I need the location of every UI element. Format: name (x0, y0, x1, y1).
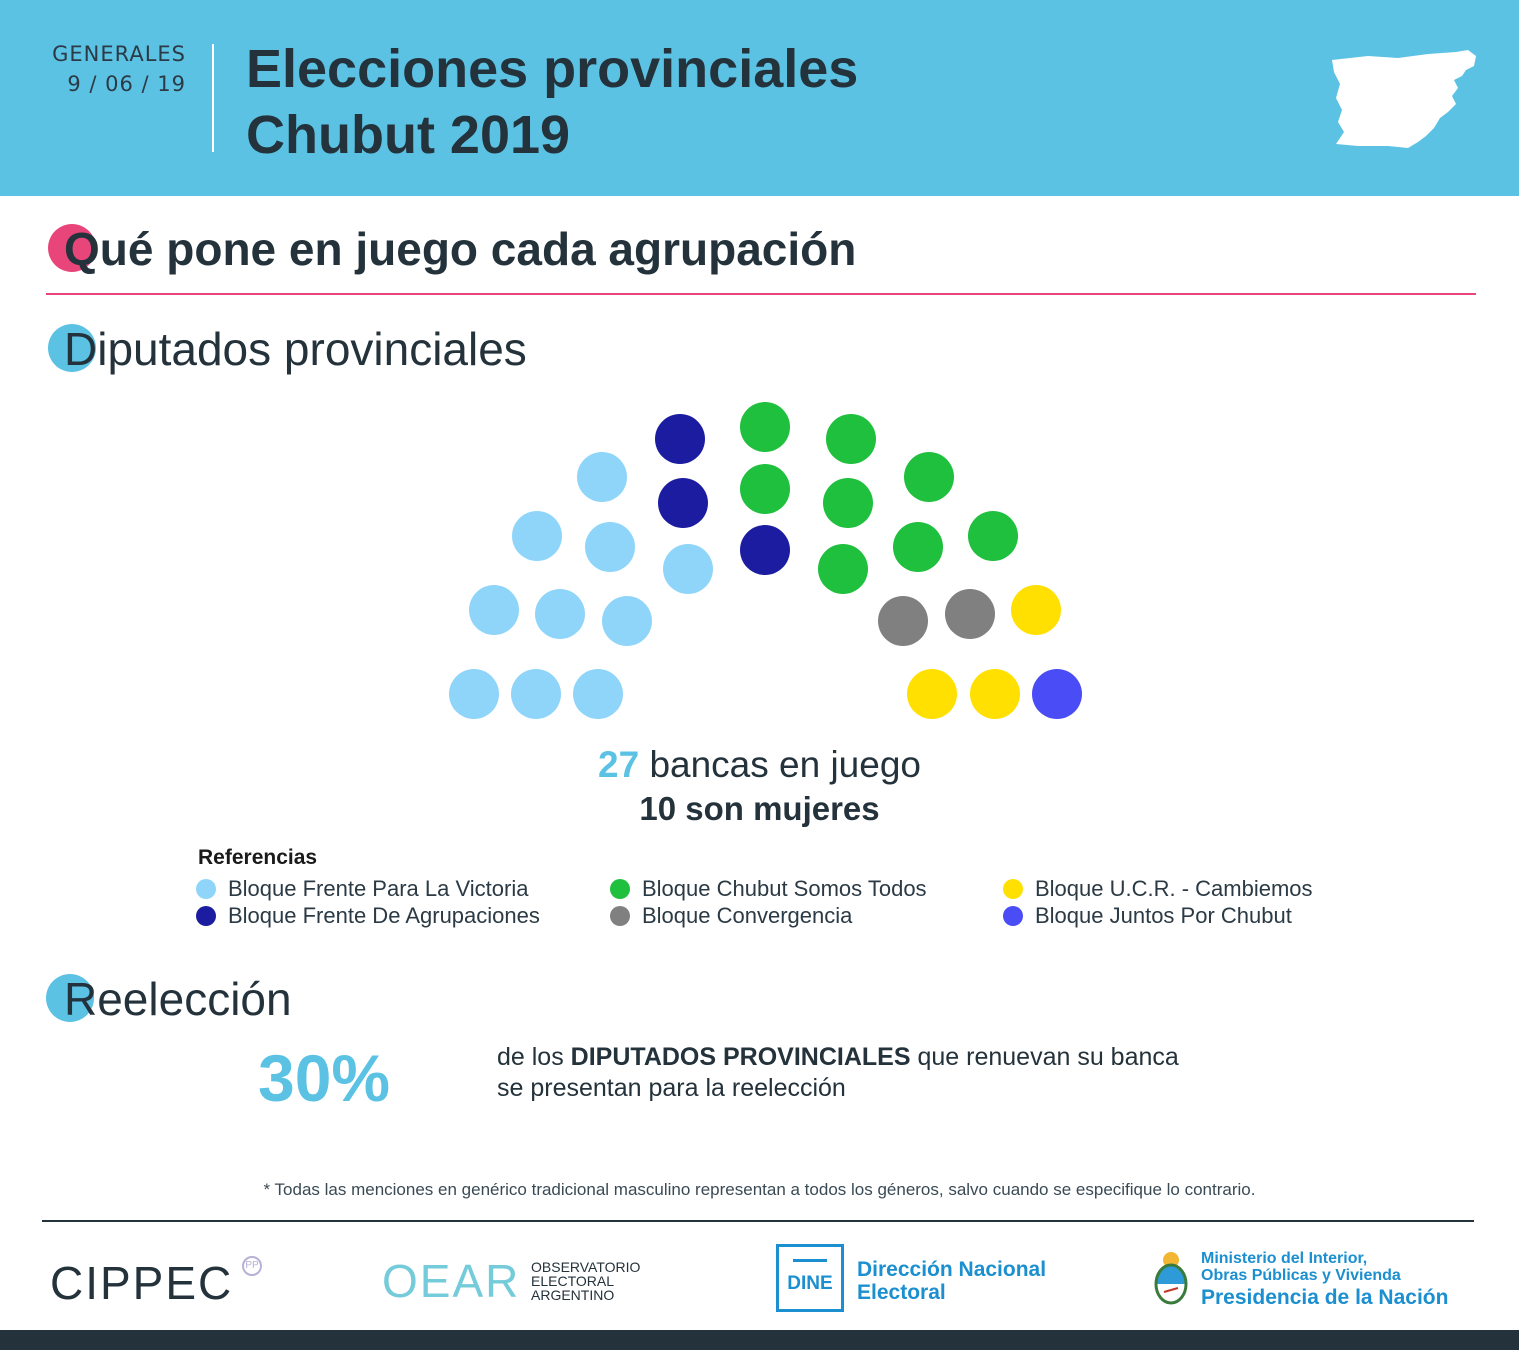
seat-fpv (573, 669, 623, 719)
seat-fpv (585, 522, 635, 572)
legend-item: Bloque Frente Para La Victoria (196, 876, 528, 902)
page-title: Elecciones provinciales (246, 39, 859, 99)
national-shield-icon (1154, 1252, 1188, 1305)
seat-cst (823, 478, 873, 528)
election-date: 9 / 06 / 19 (67, 72, 186, 96)
dine-logo: DINE (776, 1244, 844, 1312)
section-bullet-reeleccion (46, 974, 94, 1022)
legend-dot (1003, 879, 1023, 899)
seat-cst (893, 522, 943, 572)
reeleccion-text-pre: de los (497, 1043, 564, 1071)
seat-fpv (535, 589, 585, 639)
seat-fda (658, 478, 708, 528)
footer-bar (0, 1330, 1519, 1350)
bancas-line: 27 bancas en juego (0, 744, 1519, 786)
footnote: * Todas las menciones en genérico tradic… (263, 1180, 1256, 1199)
bancas-label: bancas en juego (649, 744, 921, 785)
oear-logo: OEAR (382, 1255, 521, 1307)
seat-cst (826, 414, 876, 464)
oear-sub-line: ARGENTINO (531, 1287, 615, 1303)
seat-fpv (449, 669, 499, 719)
seat-cst (818, 544, 868, 594)
seat-fpv (577, 452, 627, 502)
presidencia-name: Presidencia de la Nación (1201, 1286, 1449, 1309)
legend-item: Bloque Juntos Por Chubut (1003, 903, 1292, 929)
legend-item: Bloque Convergencia (610, 903, 852, 929)
election-type: GENERALES (52, 42, 186, 66)
cippec-logo: CIPPEC (50, 1257, 234, 1309)
seat-cst (904, 452, 954, 502)
legend-dot (1003, 906, 1023, 926)
chubut-map-icon (1332, 50, 1476, 148)
cippec-badge-icon: PP (242, 1256, 262, 1276)
section-bullet-diputados (48, 324, 96, 372)
legend-label: Bloque Chubut Somos Todos (642, 876, 927, 901)
legend-item: Bloque U.C.R. - Cambiemos (1003, 876, 1313, 902)
reeleccion-text-bold: DIPUTADOS PROVINCIALES (570, 1043, 911, 1071)
ministerio-name: Ministerio del Interior, Obras Públicas … (1201, 1250, 1401, 1284)
legend-item: Bloque Chubut Somos Todos (610, 876, 927, 902)
reeleccion-text-line2: se presentan para la reelección (497, 1074, 846, 1102)
seat-ucr (907, 669, 957, 719)
legend-label: Bloque Juntos Por Chubut (1035, 903, 1292, 928)
header-divider (212, 44, 214, 152)
chamber-seats-chart (449, 402, 1082, 719)
footer-divider (42, 1220, 1474, 1222)
dne-name: Dirección Nacional Electoral (857, 1258, 1046, 1304)
seat-fpv (602, 596, 652, 646)
oear-sub-line: ELECTORAL (531, 1273, 614, 1289)
legend-label: Bloque Convergencia (642, 903, 853, 928)
legend-title: Referencias (198, 846, 318, 869)
legend-label: Bloque Frente De Agrupaciones (228, 903, 540, 928)
legend-dot (610, 879, 630, 899)
dne-line: Dirección Nacional (857, 1258, 1047, 1281)
oear-sub-line: OBSERVATORIO (531, 1259, 641, 1275)
seat-fpv (511, 669, 561, 719)
page-subtitle: Chubut 2019 (246, 105, 571, 165)
section-title-reeleccion: Reelección (64, 973, 292, 1025)
seat-fpv (663, 544, 713, 594)
legend-dot (196, 906, 216, 926)
dne-line: Electoral (857, 1281, 946, 1304)
seat-fpv (512, 511, 562, 561)
seat-fpv (469, 585, 519, 635)
seat-conv (945, 589, 995, 639)
seat-cst (740, 402, 790, 452)
reeleccion-percent: 30% (258, 1041, 391, 1115)
seat-ucr (1011, 585, 1061, 635)
legend-item: Bloque Frente De Agrupaciones (196, 903, 540, 929)
section-title-diputados: Diputados provinciales (64, 323, 527, 375)
seat-cst (968, 511, 1018, 561)
section-divider (46, 293, 1476, 295)
seat-jpc (1032, 669, 1082, 719)
legend-label: Bloque Frente Para La Victoria (228, 876, 529, 901)
oear-subtitle: OBSERVATORIO ELECTORAL ARGENTINO (531, 1260, 640, 1302)
legend-dot (196, 879, 216, 899)
seat-cst (740, 464, 790, 514)
section-bullet-main (48, 224, 96, 272)
ministerio-line: Obras Públicas y Vivienda (1201, 1267, 1401, 1284)
seat-ucr (970, 669, 1020, 719)
seat-fda (740, 525, 790, 575)
ministerio-line: Ministerio del Interior, (1201, 1250, 1368, 1267)
reeleccion-description: de los DIPUTADOS PROVINCIALES que renuev… (497, 1042, 1179, 1104)
reeleccion-text-post: que renuevan su banca (917, 1043, 1179, 1071)
women-count: 10 son mujeres (639, 790, 880, 827)
header-banner: GENERALES 9 / 06 / 19 Elecciones provinc… (0, 0, 1519, 196)
dine-line-icon (793, 1259, 827, 1262)
seat-conv (878, 596, 928, 646)
section-title-main: Qué pone en juego cada agrupación (64, 223, 857, 275)
bancas-count: 27 (598, 744, 640, 785)
seat-fda (655, 414, 705, 464)
legend-dot (610, 906, 630, 926)
legend-label: Bloque U.C.R. - Cambiemos (1035, 876, 1313, 901)
dine-text: DINE (787, 1273, 833, 1294)
